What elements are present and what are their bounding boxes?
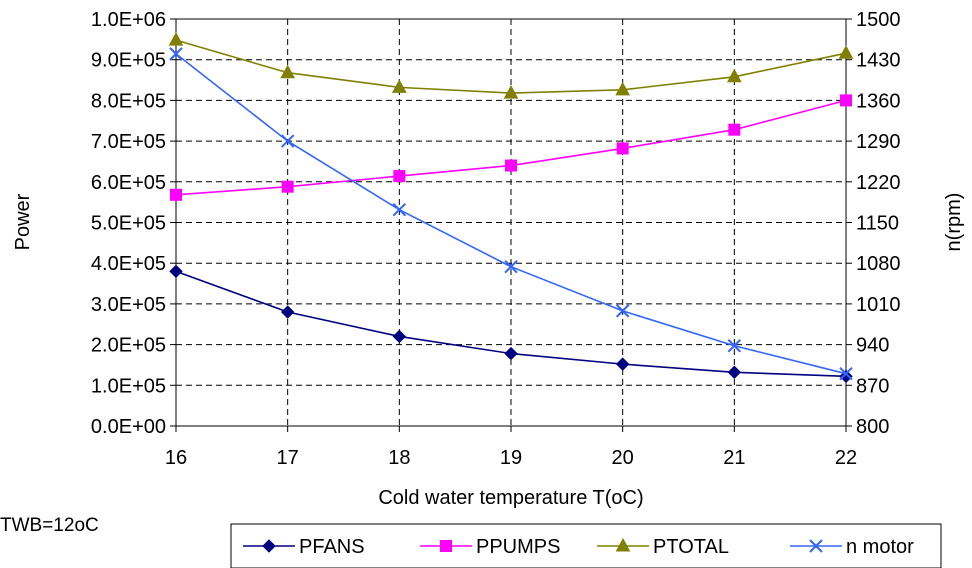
left-axis-ticks: 0.0E+00 1.0E+05 2.0E+05 3.0E+05 4.0E+05 5.0E+…	[91, 9, 176, 438]
y-tick-label: 7.0E+05	[91, 131, 166, 153]
legend-marker	[440, 540, 452, 552]
data-point-ppumps	[616, 142, 629, 155]
x-tick-label: 21	[723, 447, 745, 469]
x-tick-label: 20	[612, 447, 634, 469]
legend-item-ptotal: PTOTAL	[597, 536, 729, 558]
y-tick-label: 9.0E+05	[91, 50, 166, 72]
y-tick-label: 8.0E+05	[91, 90, 166, 112]
y2-tick-label: 800	[856, 416, 889, 438]
legend-label: PTOTAL	[653, 536, 729, 558]
y-axis-title: Power	[12, 193, 34, 250]
y2-tick-label: 1430	[856, 50, 901, 72]
x-tick-label: 18	[388, 447, 410, 469]
legend: PFANS PPUMPS PTOTAL n motor	[230, 523, 942, 568]
x-axis-title: Cold water temperature T(oC)	[378, 487, 643, 509]
data-point-n-motor	[169, 47, 183, 61]
x-tick-label: 19	[500, 447, 522, 469]
data-point-ptotal	[391, 79, 407, 93]
y2-tick-label: 1360	[856, 90, 901, 112]
data-point-pfans	[727, 365, 742, 379]
legend-marker	[615, 537, 631, 552]
legend-item-pfans: PFANS	[243, 536, 365, 558]
data-point-ptotal	[280, 64, 296, 79]
data-point-pfans	[392, 329, 407, 344]
data-point-n-motor	[280, 134, 295, 148]
x-tick-label: 22	[835, 447, 857, 469]
legend-label: n motor	[846, 536, 914, 558]
data-point-pfans	[504, 346, 518, 361]
gridlines	[176, 19, 846, 426]
y2-tick-label: 1080	[856, 253, 901, 275]
legend-marker	[809, 539, 823, 553]
y-tick-label: 0.0E+00	[91, 416, 166, 438]
data-point-n-motor	[839, 366, 853, 381]
y-tick-label: 4.0E+05	[91, 253, 166, 275]
series-ppumps	[170, 94, 852, 201]
y2-tick-label: 1150	[856, 213, 899, 235]
data-point-ppumps	[505, 159, 517, 172]
y-tick-label: 3.0E+05	[91, 294, 166, 316]
series-pfans	[169, 264, 853, 384]
y-tick-label: 1.0E+06	[91, 9, 166, 31]
data-point-ptotal	[168, 32, 184, 46]
series-ptotal	[168, 32, 854, 99]
y-tick-label: 6.0E+05	[91, 172, 166, 194]
legend-label: PFANS	[299, 536, 365, 558]
y2-tick-label: 1290	[856, 131, 901, 153]
data-point-pfans	[169, 264, 183, 279]
data-point-ptotal	[838, 45, 854, 59]
x-tick-label: 16	[165, 447, 187, 469]
data-point-ppumps	[728, 123, 741, 136]
series-layer	[168, 32, 854, 384]
y2-axis-title: n(rpm)	[943, 193, 965, 252]
y-tick-label: 2.0E+05	[91, 335, 166, 357]
series-n-motor	[169, 47, 853, 381]
y2-tick-label: 940	[856, 335, 889, 357]
data-point-pfans	[280, 305, 295, 319]
y2-tick-label: 1220	[856, 172, 901, 194]
data-point-ppumps	[393, 170, 406, 183]
legend-marker	[262, 539, 276, 553]
condition-note: TWB=12oC	[0, 515, 99, 536]
data-point-ptotal	[503, 85, 519, 99]
y2-tick-label: 1010	[856, 294, 901, 316]
data-point-ppumps	[281, 180, 294, 193]
x-axis-ticks: 16 17 18 19 20 21 22	[165, 426, 857, 469]
data-point-n-motor	[392, 203, 407, 217]
y-tick-label: 5.0E+05	[91, 213, 166, 235]
legend-item-n-motor: n motor	[790, 536, 914, 558]
y2-tick-label: 870	[856, 375, 889, 397]
y-tick-label: 1.0E+05	[91, 375, 166, 397]
data-point-n-motor	[504, 259, 518, 274]
right-axis-ticks: 800 870 940 1010 1080 1150 1220 1290 1360 1430 150…	[846, 9, 901, 438]
data-point-ptotal	[726, 68, 742, 83]
x-tick-label: 17	[277, 447, 299, 469]
data-point-ppumps	[840, 94, 852, 107]
data-point-n-motor	[727, 339, 742, 353]
legend-item-ppumps: PPUMPS	[420, 536, 560, 558]
data-point-n-motor	[615, 304, 630, 318]
y2-tick-label: 1500	[856, 9, 901, 31]
data-point-ptotal	[615, 81, 631, 96]
data-point-pfans	[615, 357, 630, 371]
data-point-ppumps	[170, 188, 182, 201]
legend-label: PPUMPS	[476, 536, 560, 558]
